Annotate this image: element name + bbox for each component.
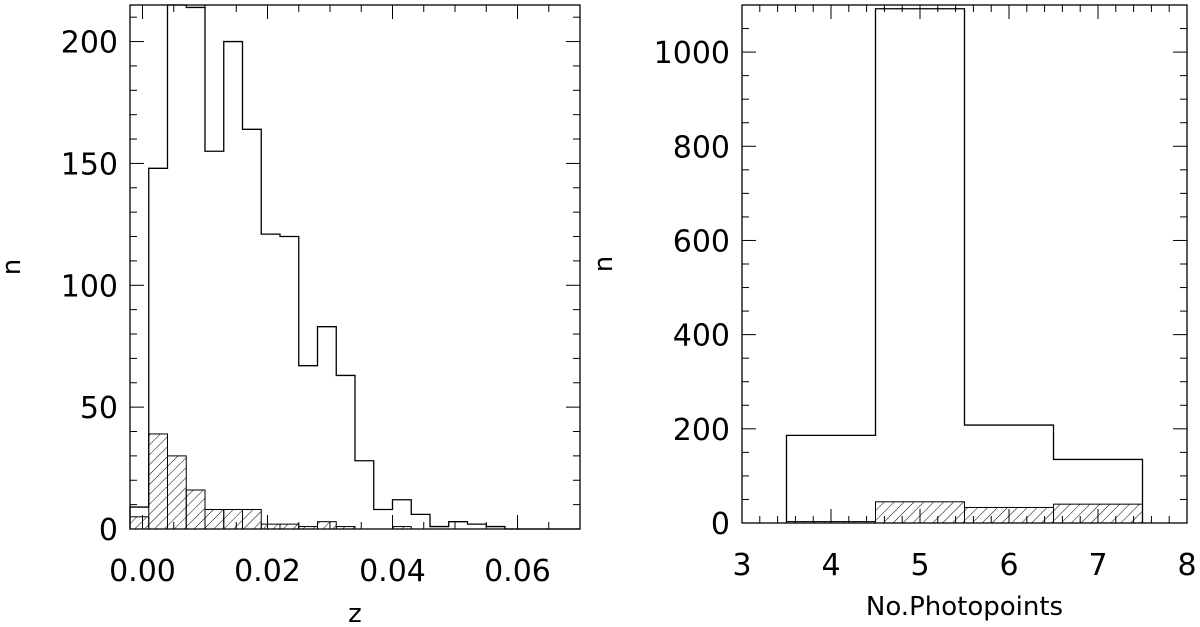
y-tick-label: 100 (61, 269, 118, 304)
x-tick-label: 3 (732, 548, 751, 583)
hatched-bin-bar (167, 455, 187, 530)
x-tick-label: 0.02 (234, 554, 301, 589)
y-axis-title: n (0, 259, 27, 275)
redshift-histogram-panel: 0.00 0.02 0.04 0.06 0 50 100 150 200 z n (0, 4, 581, 627)
hatched-bin-bar (185, 489, 206, 530)
x-tick-label: 4 (821, 548, 840, 583)
x-tick-label: 6 (999, 548, 1018, 583)
hatched-bin-bar (204, 509, 225, 530)
x-tick-label: 8 (1177, 548, 1196, 583)
y-tick-label: 1000 (654, 36, 730, 71)
hatched-bin-bar (223, 509, 243, 530)
x-axis-title: No.Photopoints (866, 592, 1063, 622)
hatched-bin-bar (317, 521, 337, 530)
y-tick-label: 150 (61, 147, 118, 182)
plot-frame (129, 4, 581, 530)
y-tick-label: 200 (673, 413, 730, 448)
y-tick-label: 50 (80, 391, 118, 426)
x-tick-label: 5 (910, 548, 929, 583)
hatched-bin-bar (148, 433, 168, 530)
y-tick-label: 600 (673, 224, 730, 259)
x-tick-label: 0.06 (484, 554, 551, 589)
hatched-bin-bar (242, 509, 262, 530)
y-tick-label: 0 (99, 513, 118, 548)
x-axis-title: z (348, 599, 362, 627)
x-tick-label: 7 (1088, 548, 1107, 583)
y-tick-label: 0 (711, 507, 730, 542)
hatched-bin-bar (279, 523, 300, 530)
y-tick-label: 200 (61, 26, 118, 61)
outline-histogram-series (129, 4, 580, 530)
photopoints-histogram-panel: 3 4 5 6 7 8 0 200 400 600 800 1000 No.Photopoints n (589, 4, 1197, 622)
y-tick-label: 400 (673, 319, 730, 354)
y-axis-title: n (589, 256, 619, 272)
outline-histogram-series (785, 8, 1144, 523)
y-tick-label: 800 (673, 130, 730, 165)
hatched-bin-bar (129, 516, 150, 530)
x-tick-label: 0.00 (109, 554, 176, 589)
x-tick-label: 0.04 (359, 554, 426, 589)
hatched-bin-bar (260, 523, 281, 530)
